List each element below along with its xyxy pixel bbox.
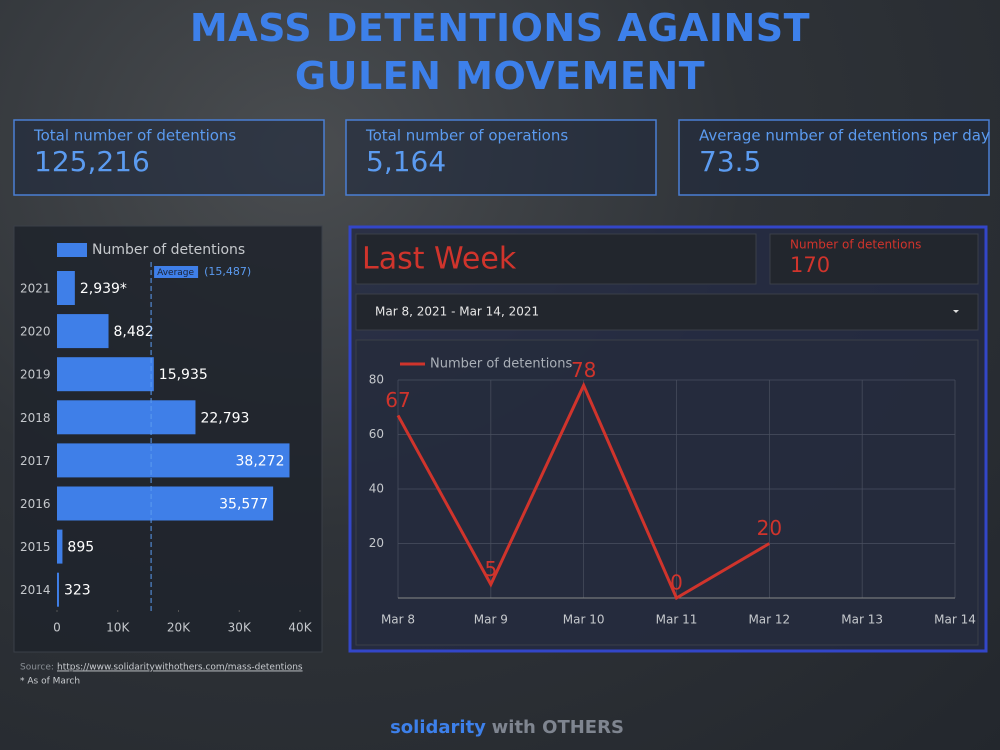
y-tick-label: 2017: [20, 454, 51, 468]
bar: [57, 529, 63, 564]
x-tick-label: 0: [53, 621, 61, 635]
value-label: 22,793: [200, 410, 249, 426]
bar: [57, 271, 75, 305]
value-label: 895: [67, 540, 94, 556]
kpi-label: Number of detentions: [790, 238, 921, 252]
x-tick-label: 30K: [228, 621, 252, 635]
kpi-card: [13, 119, 325, 196]
dropdown-arrow: [953, 310, 959, 313]
y-tick-label: 40: [369, 482, 384, 496]
week-title: Last Week: [362, 242, 517, 277]
title: MASS DETENTIONS AGAINST GULEN MOVEMENT: [189, 6, 811, 98]
x-tick-label: Mar 12: [748, 613, 790, 627]
kpi-value: 170: [790, 253, 830, 277]
kpi-value: 125,216: [34, 145, 150, 178]
y-tick-label: 60: [369, 427, 384, 441]
x-tick-label: 40K: [288, 621, 312, 635]
kpi-card: [345, 119, 657, 196]
kpi-box: [769, 233, 979, 285]
bar: [57, 357, 154, 392]
value-label: 38,272: [236, 453, 285, 469]
y-tick-label: 2016: [20, 497, 51, 511]
bar: [57, 486, 274, 521]
date-dropdown[interactable]: [355, 293, 979, 331]
data-label: 20: [757, 516, 782, 540]
bar: [57, 572, 59, 607]
y-tick-label: 2020: [20, 325, 51, 339]
kpi-card: [678, 119, 990, 196]
y-tick-label: 2015: [20, 540, 51, 554]
line-chart-box: [355, 339, 979, 646]
value-label: 8,482: [114, 324, 154, 340]
footer: solidarity with OTHERS: [390, 717, 624, 738]
x-tick-label: Mar 14: [934, 613, 976, 627]
footer-rest: with OTHERS: [492, 717, 624, 738]
kpi-label: Average number of detentions per day: [699, 127, 990, 145]
bar: [57, 314, 109, 349]
data-label: 67: [385, 388, 410, 412]
x-tick-label: Mar 8: [381, 613, 415, 627]
x-tick-label: Mar 9: [474, 613, 508, 627]
footnote: * As of March: [20, 677, 80, 687]
x-tick-label: 10K: [106, 621, 130, 635]
value-label: 323: [64, 583, 91, 599]
value-label: 35,577: [219, 497, 268, 513]
x-tick-label: Mar 11: [656, 613, 698, 627]
data-label: 78: [571, 358, 596, 382]
average-value: (15,487): [204, 265, 251, 278]
legend-label: Number of detentions: [430, 357, 573, 372]
legend-swatch: [57, 243, 87, 257]
kpi-label: Total number of detentions: [33, 127, 236, 145]
y-tick-label: 2021: [20, 282, 51, 296]
legend-label: Number of detentions: [92, 242, 245, 258]
value-label: 2,939*: [80, 281, 127, 297]
bar: [57, 443, 290, 478]
kpi-value: 5,164: [366, 145, 446, 178]
average-tag: [154, 266, 199, 278]
title-box: MASS DETENTIONS AGAINST GULEN MOVEMENT: [189, 6, 811, 98]
y-tick-label: 80: [369, 373, 384, 387]
line: [396, 381, 771, 601]
y-tick-label: 2019: [20, 368, 51, 382]
y-tick-label: 2014: [20, 583, 51, 597]
week-box: [355, 233, 757, 285]
x-tick-label: Mar 10: [563, 613, 605, 627]
kpi-value: 73.5: [699, 145, 761, 178]
date-range[interactable]: Mar 8, 2021 - Mar 14, 2021: [375, 305, 539, 319]
source-label: Source:: [20, 663, 54, 673]
x-tick-label: Mar 13: [841, 613, 883, 627]
average-label: Average: [157, 268, 194, 278]
y-tick-label: 20: [369, 536, 384, 550]
footer-brand: solidarity: [390, 717, 486, 738]
bar: [57, 400, 196, 435]
y-tick-label: 2018: [20, 411, 51, 425]
kpi-label: Total number of operations: [365, 127, 568, 145]
source-url[interactable]: https://www.solidaritywithothers.com/mas…: [57, 663, 303, 673]
x-tick-label: 20K: [167, 621, 191, 635]
value-label: 15,935: [159, 367, 208, 383]
